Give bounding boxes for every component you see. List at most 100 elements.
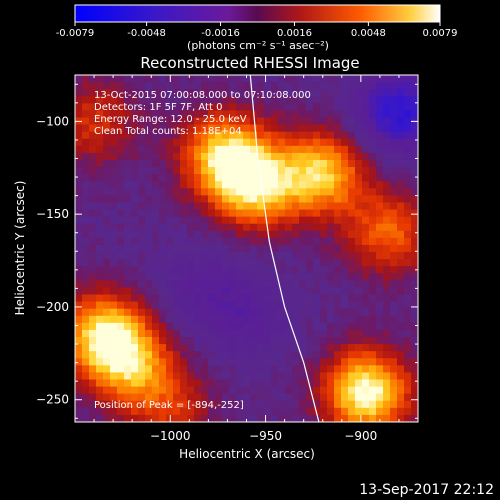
heatmap-cell <box>96 195 104 204</box>
heatmap-cell <box>404 365 412 374</box>
heatmap-cell <box>355 414 363 422</box>
heatmap-cell <box>355 223 363 232</box>
heatmap-cell <box>362 322 370 331</box>
heatmap-cell <box>152 244 160 253</box>
heatmap-cell <box>110 131 118 140</box>
heatmap-cell <box>292 365 300 374</box>
heatmap-cell <box>369 174 377 182</box>
heatmap-cell <box>75 329 83 338</box>
heatmap-cell <box>334 329 342 338</box>
heatmap-cell <box>201 259 209 267</box>
heatmap-cell <box>299 407 307 416</box>
heatmap-cell <box>404 301 412 310</box>
heatmap-cell <box>341 202 349 211</box>
heatmap-cell <box>187 195 195 204</box>
heatmap-cell <box>383 131 391 140</box>
heatmap-cell <box>82 294 90 303</box>
heatmap-cell <box>292 386 300 395</box>
heatmap-cell <box>243 138 251 147</box>
heatmap-cell <box>271 195 279 204</box>
heatmap-cell <box>222 294 230 303</box>
heatmap-cell <box>96 287 104 296</box>
heatmap-cell <box>299 124 307 133</box>
heatmap-cell <box>236 159 244 168</box>
heatmap-cell <box>215 230 223 239</box>
heatmap-cell <box>348 174 356 182</box>
heatmap-cell <box>103 145 111 154</box>
heatmap-cell <box>397 273 405 281</box>
annotation-line: 13-Oct-2015 07:00:08.000 to 07:10:08.000 <box>94 90 311 101</box>
heatmap-cell <box>397 244 405 253</box>
heatmap-cell <box>117 280 125 289</box>
heatmap-cell <box>369 407 377 416</box>
heatmap-cell <box>383 407 391 416</box>
heatmap-cell <box>355 400 363 409</box>
heatmap-cell <box>159 82 167 90</box>
heatmap-cell <box>341 138 349 147</box>
heatmap-cell <box>285 280 293 289</box>
heatmap-cell <box>313 216 321 225</box>
heatmap-cell <box>201 216 209 225</box>
heatmap-cell <box>250 329 258 338</box>
heatmap-cell <box>390 159 398 168</box>
heatmap-cell <box>124 344 132 352</box>
heatmap-cell <box>348 188 356 196</box>
heatmap-cell <box>236 89 244 97</box>
heatmap-cell <box>124 152 132 161</box>
heatmap-cell <box>152 145 160 154</box>
heatmap-cell <box>187 358 195 366</box>
heatmap-cell <box>215 308 223 317</box>
heatmap-cell <box>299 414 307 422</box>
heatmap-cell <box>82 379 90 388</box>
heatmap-cell <box>131 266 139 274</box>
heatmap-cell <box>229 287 237 296</box>
heatmap-cell <box>229 82 237 90</box>
heatmap-cell <box>390 188 398 196</box>
heatmap-cell <box>229 96 237 104</box>
heatmap-cell <box>355 181 363 189</box>
heatmap-cell <box>110 209 118 218</box>
heatmap-cell <box>299 209 307 218</box>
heatmap-cell <box>152 407 160 416</box>
heatmap-cell <box>208 117 216 126</box>
heatmap-cell <box>187 223 195 232</box>
heatmap-cell <box>208 216 216 225</box>
heatmap-cell <box>250 131 258 140</box>
heatmap-cell <box>285 386 293 395</box>
heatmap-cell <box>376 379 384 388</box>
heatmap-cell <box>110 181 118 189</box>
heatmap-cell <box>117 159 125 168</box>
heatmap-cell <box>89 344 97 352</box>
heatmap-cell <box>117 174 125 182</box>
heatmap-cell <box>362 174 370 182</box>
heatmap-cell <box>180 216 188 225</box>
heatmap-cell <box>285 216 293 225</box>
heatmap-cell <box>236 379 244 388</box>
heatmap-cell <box>208 280 216 289</box>
heatmap-cell <box>187 379 195 388</box>
heatmap-cell <box>152 273 160 281</box>
annotation-line: Detectors: 1F 5F 7F, Att 0 <box>94 102 222 113</box>
heatmap-cell <box>257 344 265 352</box>
heatmap-cell <box>369 273 377 281</box>
heatmap-cell <box>117 75 125 83</box>
heatmap-cell <box>215 414 223 422</box>
heatmap-cell <box>110 103 118 112</box>
heatmap-cell <box>369 393 377 402</box>
heatmap-cell <box>215 337 223 345</box>
heatmap-cell <box>96 266 104 274</box>
colorbar-tick-label: -0.0016 <box>201 28 240 39</box>
heatmap-cell <box>229 124 237 133</box>
heatmap-cell <box>173 75 181 83</box>
heatmap-cell <box>215 145 223 154</box>
heatmap-cell <box>299 181 307 189</box>
heatmap-cell <box>278 181 286 189</box>
heatmap-cell <box>278 188 286 196</box>
heatmap-cell <box>299 322 307 331</box>
heatmap-cell <box>306 237 314 246</box>
heatmap-cell <box>285 96 293 104</box>
heatmap-cell <box>257 365 265 374</box>
heatmap-cell <box>159 259 167 267</box>
heatmap-cell <box>390 337 398 345</box>
heatmap-cell <box>110 188 118 196</box>
